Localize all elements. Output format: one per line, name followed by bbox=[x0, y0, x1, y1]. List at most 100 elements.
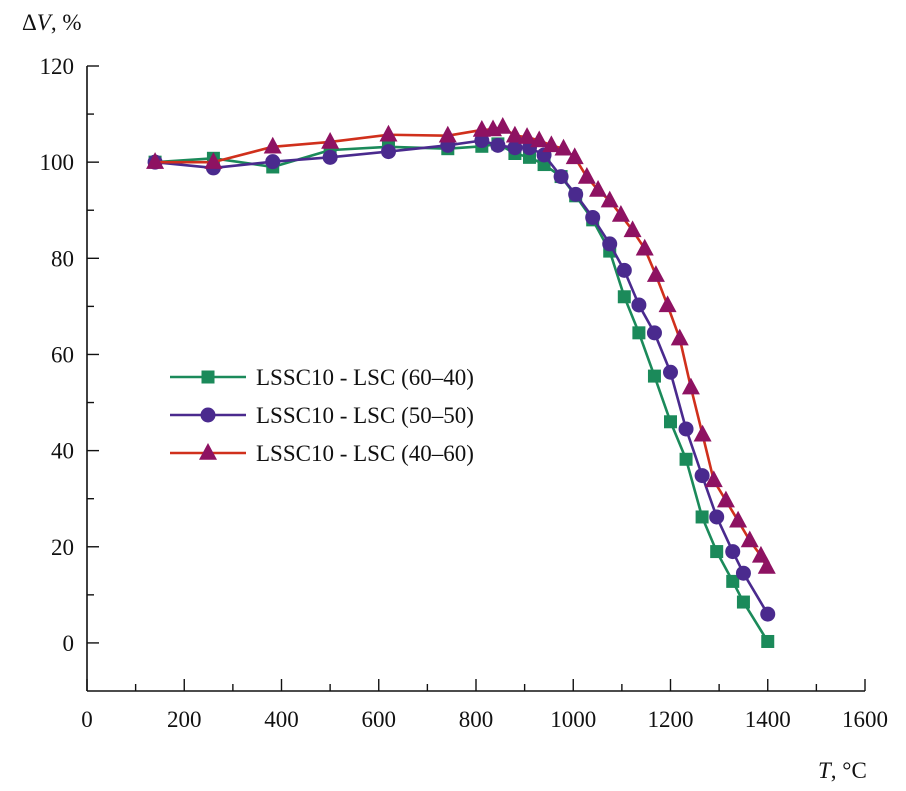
y-tick-label: 0 bbox=[63, 631, 75, 656]
data-point-triangle bbox=[530, 130, 549, 148]
legend-label: LSSC10 - LSC (40–60) bbox=[256, 441, 474, 466]
data-point-triangle bbox=[204, 152, 223, 169]
data-point-triangle bbox=[716, 490, 735, 508]
legend-item: LSSC10 - LSC (40–60) bbox=[170, 441, 474, 466]
data-point-triangle bbox=[542, 135, 561, 153]
data-point-square bbox=[726, 574, 740, 588]
data-point-square bbox=[710, 545, 724, 559]
series-triangle bbox=[146, 117, 776, 574]
data-point-triangle bbox=[740, 530, 759, 548]
data-point-triangle bbox=[670, 328, 689, 346]
data-point-triangle bbox=[646, 265, 665, 282]
data-point-circle bbox=[646, 325, 662, 341]
y-tick-label: 120 bbox=[40, 54, 75, 79]
data-point-circle bbox=[663, 364, 678, 380]
y-tick-label: 40 bbox=[51, 439, 74, 464]
legend-item: LSSC10 - LSC (50–50) bbox=[170, 403, 474, 428]
data-point-circle bbox=[616, 262, 632, 278]
data-point-circle bbox=[380, 144, 396, 160]
x-axis-title-unit: , °C bbox=[831, 758, 867, 783]
legend-label: LSSC10 - LSC (60–40) bbox=[256, 365, 474, 390]
data-point-triangle bbox=[611, 205, 630, 222]
data-point-square bbox=[761, 634, 775, 648]
x-tick-label: 600 bbox=[362, 707, 397, 732]
data-point-circle bbox=[265, 154, 281, 170]
data-point-triangle bbox=[505, 125, 524, 143]
data-point-triangle bbox=[379, 124, 398, 142]
data-point-triangle bbox=[757, 556, 776, 574]
data-point-triangle bbox=[600, 190, 619, 208]
y-tick-label: 100 bbox=[40, 150, 75, 175]
data-point-triangle bbox=[729, 510, 748, 528]
data-point-circle bbox=[585, 209, 601, 225]
data-point-square bbox=[647, 369, 661, 383]
y-axis-title-unit: , % bbox=[51, 10, 82, 35]
y-tick-label: 20 bbox=[51, 535, 74, 560]
data-point-triangle bbox=[493, 117, 512, 134]
x-tick-label: 1600 bbox=[842, 707, 888, 732]
legend-item: LSSC10 - LSC (60–40) bbox=[170, 365, 474, 390]
data-point-triangle bbox=[565, 147, 584, 165]
x-tick-label: 1000 bbox=[550, 707, 596, 732]
data-point-square bbox=[617, 290, 631, 304]
data-point-circle bbox=[760, 606, 776, 622]
data-point-square bbox=[679, 452, 693, 466]
series-circle bbox=[147, 133, 776, 622]
data-point-circle bbox=[322, 149, 338, 165]
series-layer bbox=[146, 117, 776, 648]
data-point-triangle bbox=[658, 295, 677, 313]
data-point-circle bbox=[602, 236, 618, 252]
legend-marker-square bbox=[201, 370, 215, 384]
data-point-circle bbox=[490, 137, 506, 153]
x-tick-label: 200 bbox=[167, 707, 202, 732]
series-line bbox=[155, 125, 768, 568]
data-point-circle bbox=[631, 297, 647, 313]
x-tick-label: 1400 bbox=[745, 707, 791, 732]
data-point-triangle bbox=[438, 125, 457, 143]
data-point-triangle bbox=[263, 136, 282, 154]
data-point-triangle bbox=[623, 220, 642, 238]
data-point-circle bbox=[709, 509, 725, 525]
y-axis-title: ΔV, % bbox=[22, 10, 82, 35]
data-point-square bbox=[695, 510, 709, 524]
legend: LSSC10 - LSC (60–40) LSSC10 - LSC (50–50)… bbox=[170, 365, 474, 466]
y-axis-title-symbol: V bbox=[37, 10, 54, 35]
legend-label: LSSC10 - LSC (50–50) bbox=[256, 403, 474, 428]
data-point-triangle bbox=[693, 424, 712, 442]
data-point-circle bbox=[568, 186, 584, 202]
y-tick-label: 60 bbox=[51, 342, 74, 367]
data-point-triangle bbox=[577, 167, 596, 184]
x-tick-label: 400 bbox=[264, 707, 299, 732]
data-point-triangle bbox=[321, 131, 340, 149]
data-point-square bbox=[664, 415, 677, 429]
data-point-triangle bbox=[518, 127, 537, 144]
y-tick-label: 80 bbox=[51, 246, 74, 271]
data-point-circle bbox=[678, 421, 694, 437]
y-axis-title-delta: Δ bbox=[22, 10, 37, 35]
data-point-triangle bbox=[681, 377, 700, 395]
data-point-triangle bbox=[554, 138, 573, 156]
data-point-circle bbox=[725, 544, 741, 560]
x-tick-label: 1200 bbox=[648, 707, 694, 732]
legend-marker-triangle bbox=[199, 443, 217, 460]
data-point-circle bbox=[474, 133, 490, 149]
series-square bbox=[148, 137, 775, 648]
data-point-circle bbox=[694, 468, 710, 484]
x-axis-title: T, °C bbox=[818, 758, 867, 783]
data-point-triangle bbox=[146, 152, 165, 169]
data-point-circle bbox=[735, 565, 751, 581]
data-point-triangle bbox=[635, 238, 654, 256]
data-point-square bbox=[632, 326, 646, 340]
x-axis-title-symbol: T bbox=[818, 758, 833, 783]
legend-marker-circle bbox=[200, 407, 216, 423]
data-point-triangle bbox=[704, 470, 723, 488]
x-tick-label: 0 bbox=[81, 707, 93, 732]
data-point-square bbox=[736, 595, 750, 609]
data-point-triangle bbox=[589, 180, 608, 197]
axes: 0 200 400 600 800 1000 1200 1400 1600 0 20 40 60 80 10… bbox=[40, 54, 889, 732]
data-point-circle bbox=[553, 169, 569, 185]
data-point-triangle bbox=[751, 545, 770, 563]
data-point-circle bbox=[507, 140, 523, 156]
x-tick-label: 800 bbox=[459, 707, 494, 732]
